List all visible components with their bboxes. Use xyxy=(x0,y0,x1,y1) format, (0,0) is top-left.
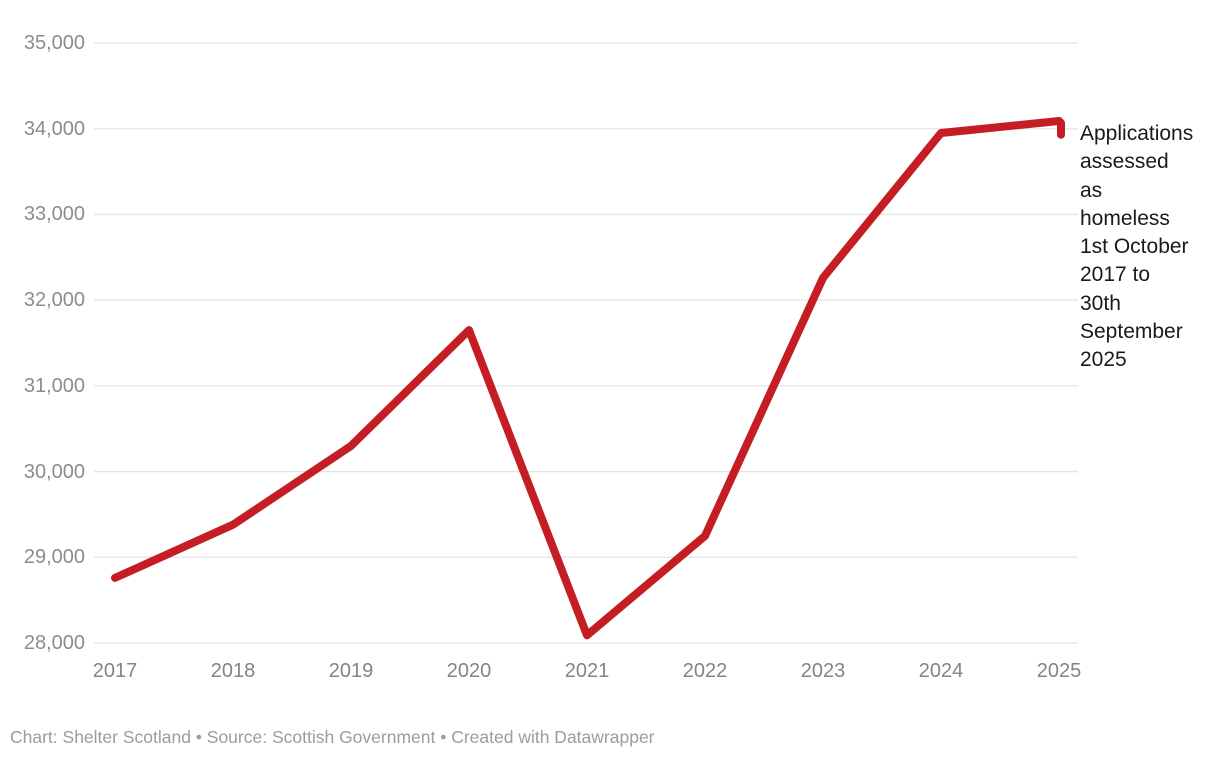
y-gridlines xyxy=(94,42,1078,644)
series-annotation-line: as xyxy=(1080,178,1103,202)
y-axis-tick-label: 28,000 xyxy=(23,632,85,654)
x-axis-tick-label: 2025 xyxy=(1036,660,1082,682)
series-line xyxy=(111,117,1065,640)
y-axis-tick-label: 31,000 xyxy=(23,374,85,397)
series-annotation-line: 30th xyxy=(1080,291,1121,315)
series-annotation-line: 1st October xyxy=(1080,235,1189,259)
series-annotation-line: 2025 xyxy=(1080,348,1127,372)
x-axis-tick-label: 2017 xyxy=(92,660,138,682)
series-annotation-line: September xyxy=(1080,320,1183,344)
x-axis-tick-label: 2023 xyxy=(800,660,846,682)
attribution-footer: Chart: Shelter Scotland • Source: Scotti… xyxy=(10,727,655,747)
x-axis-tick-label: 2018 xyxy=(210,660,256,682)
y-axis-tick-label: 29,000 xyxy=(23,546,85,569)
x-axis-tick-label: 2022 xyxy=(682,660,728,682)
series-annotation-line: homeless xyxy=(1080,206,1170,230)
y-axis-tick-label: 33,000 xyxy=(23,203,85,226)
y-axis-tick-label: 30,000 xyxy=(23,460,85,483)
series-annotation-line: 2017 to xyxy=(1080,263,1151,287)
series-annotation: Applications assessed as homeless 1st Octobe… xyxy=(1080,120,1220,375)
y-axis-tick-label: 32,000 xyxy=(23,289,85,312)
series-annotation-line: assessed xyxy=(1080,150,1169,174)
x-axis-tick-label: 2020 xyxy=(446,660,492,682)
y-axis-tick-label: 34,000 xyxy=(23,117,85,140)
y-axis-tick-label: 35,000 xyxy=(23,32,85,54)
x-axis-tick-label: 2021 xyxy=(564,660,610,682)
x-axis-tick-label: 2024 xyxy=(918,660,964,682)
series-annotation-line: Applications xyxy=(1080,122,1194,145)
x-axis-tick-label: 2019 xyxy=(328,660,374,682)
